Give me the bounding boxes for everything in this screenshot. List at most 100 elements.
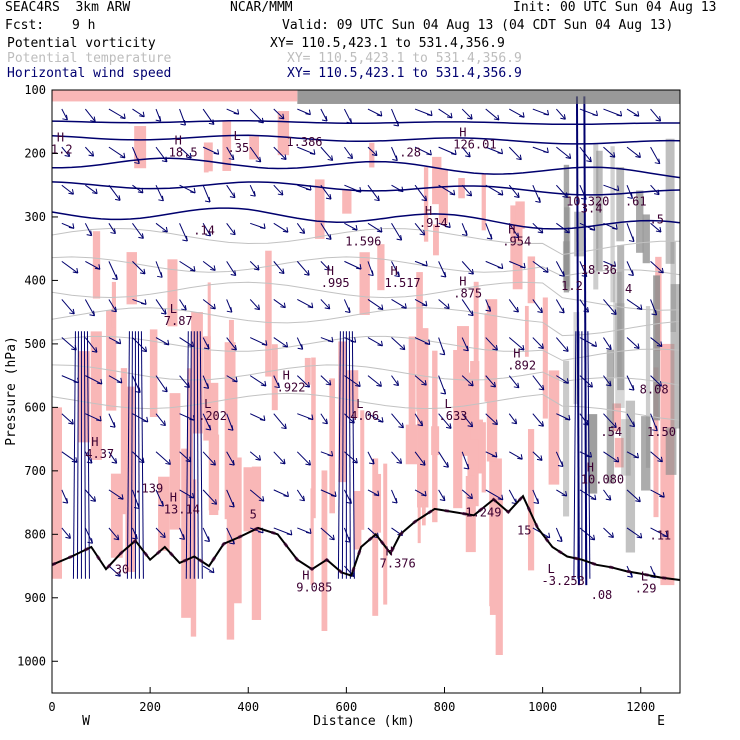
wind-arrowhead <box>377 417 384 423</box>
wind-arrow <box>603 146 616 158</box>
wind-arrow <box>438 261 447 278</box>
extremum-marker: L <box>548 562 555 576</box>
pv-shade-streak <box>473 281 479 402</box>
extremum-value: .35 <box>228 141 250 155</box>
wind-vectors <box>61 108 668 579</box>
pv-high-shade <box>653 275 660 421</box>
wind-arrow <box>84 299 95 316</box>
wind-arrowhead <box>636 532 643 539</box>
y-tick-label: 800 <box>24 527 46 541</box>
wind-arrowhead <box>417 420 424 427</box>
wind-arrow <box>650 184 660 195</box>
wind-arrow <box>438 375 447 395</box>
wind-arrow <box>85 260 101 270</box>
wind-arrow <box>273 108 285 120</box>
wind-arrowhead <box>203 343 210 350</box>
wind-arrowhead <box>373 490 380 497</box>
wind-arrow <box>509 451 523 460</box>
wind-arrow <box>296 223 306 234</box>
wind-arrow <box>202 451 216 466</box>
wind-arrowhead <box>609 152 616 158</box>
wind-arrowhead <box>299 228 306 234</box>
wind-arrow <box>603 451 619 463</box>
wind-arrow <box>555 184 568 198</box>
wind-arrow <box>414 299 428 307</box>
wind-arrow <box>414 184 428 202</box>
wind-arrowhead <box>605 495 612 501</box>
wind-arrowhead <box>421 380 427 386</box>
pv-high-shade <box>645 306 651 468</box>
pv-shade-streak <box>78 351 90 443</box>
theta-isoline <box>52 227 680 256</box>
wind-arrow <box>461 413 474 428</box>
wind-arrowhead <box>608 532 614 538</box>
wind-arrow <box>485 375 496 388</box>
pv-shade-streak <box>230 457 242 604</box>
field-xy-theta: XY= 110.5,423.1 to 531.4,356.9 <box>287 51 522 66</box>
wind-arrowhead <box>396 235 403 241</box>
wind-arrowhead <box>160 309 167 315</box>
wind-arrow <box>461 184 472 197</box>
wind-arrowhead <box>399 344 406 351</box>
wind-arrowhead <box>421 490 427 497</box>
wind-arrowhead <box>439 495 446 502</box>
wind-arrowhead <box>327 336 334 343</box>
wind-arrowhead <box>560 114 566 120</box>
wind-arrow <box>438 108 453 119</box>
wind-jet-arrow <box>189 331 192 579</box>
wind-arrowhead <box>64 151 71 157</box>
wind-arrow <box>508 299 519 313</box>
y-tick-label: 900 <box>24 591 46 605</box>
wind-arrowhead <box>634 343 640 349</box>
pv-shade-streak <box>481 422 486 493</box>
x-tick-label: 400 <box>237 700 259 714</box>
pv-shade-upper <box>277 111 290 156</box>
wind-arrowhead <box>134 158 140 165</box>
wind-arrow <box>626 451 639 459</box>
wind-arrowhead <box>497 263 504 270</box>
wind-arrowhead <box>611 309 617 315</box>
wind-arrow <box>367 413 384 423</box>
wind-arrowhead <box>654 158 661 165</box>
wind-arrowhead <box>259 415 266 422</box>
wind-arrowhead <box>283 491 289 498</box>
wind-arrow <box>155 451 171 465</box>
wind-arrow <box>414 375 427 386</box>
wind-arrowhead <box>347 153 354 159</box>
extremum-marker: H <box>283 369 290 383</box>
wind-arrowhead <box>138 457 145 464</box>
wind-arrowhead <box>533 498 540 504</box>
wind-arrow <box>202 260 216 271</box>
wind-arrowhead <box>260 380 267 387</box>
extremum-value: -3.253 <box>542 574 585 588</box>
pv-shade-upper <box>438 169 448 224</box>
wind-arrow <box>532 299 543 313</box>
wind-arrow <box>391 299 407 309</box>
wind-arrowhead <box>307 302 314 309</box>
plot-frame <box>51 89 681 694</box>
wind-arrow <box>532 260 549 273</box>
wind-arrowhead <box>62 114 68 121</box>
wind-arrow <box>249 108 264 124</box>
wind-arrow <box>626 375 635 391</box>
wind-arrow <box>532 222 544 234</box>
wind-arrow <box>84 489 96 502</box>
extremum-value: 18.5 <box>169 146 198 160</box>
wind-arrowhead <box>282 227 289 233</box>
wind-arrow <box>249 146 262 163</box>
wind-arrow <box>438 299 450 310</box>
wind-arrowhead <box>258 117 264 124</box>
pv-shading-pink <box>52 111 675 656</box>
wind-arrowhead <box>543 147 549 154</box>
pv-high-shade <box>562 241 570 287</box>
wind-arrow <box>626 261 634 276</box>
wind-arrow <box>179 146 192 159</box>
wind-arrowhead <box>444 303 450 310</box>
wind-jet-arrow <box>337 331 341 579</box>
wind-arrow <box>414 413 424 427</box>
pv-shade-streak <box>653 367 659 518</box>
wind-isotach <box>52 207 680 230</box>
wind-arrow <box>626 489 641 503</box>
wind-arrowhead <box>137 187 144 194</box>
pv-shade-edge <box>52 407 62 579</box>
